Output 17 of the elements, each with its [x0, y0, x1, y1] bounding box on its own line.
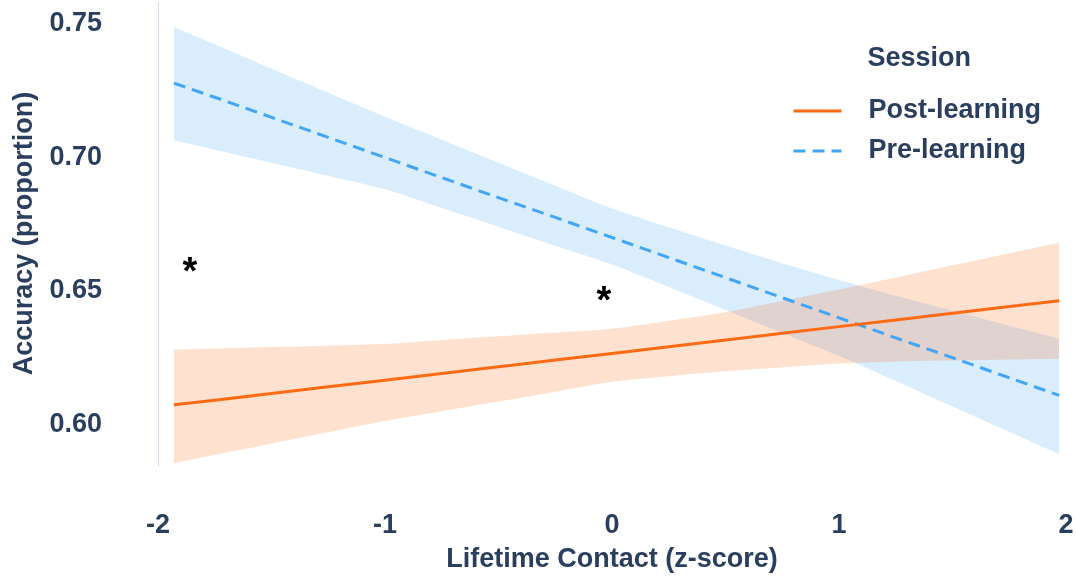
x-tick-label: -1 — [372, 508, 398, 539]
line-series — [172, 81, 1061, 397]
y-tick-label: 0.60 — [49, 408, 102, 439]
y-tick-label: 0.75 — [49, 6, 102, 37]
annotation: * — [182, 250, 198, 293]
x-axis-title: Lifetime Contact (z-score) — [446, 543, 778, 574]
y-axis-title: Accuracy (proportion) — [7, 91, 38, 376]
x-tick-label: 1 — [831, 508, 847, 539]
x-tick-label: -2 — [145, 508, 171, 539]
x-tick-label: 0 — [604, 508, 620, 539]
x-tick-label: 2 — [1058, 508, 1074, 539]
legend-label: Pre-learning — [868, 134, 1027, 165]
annotation: * — [596, 278, 612, 321]
legend-label: Post-learning — [868, 94, 1042, 125]
legend-title: Session — [867, 42, 972, 73]
y-tick-label: 0.70 — [49, 140, 102, 171]
y-tick-label: 0.65 — [49, 274, 102, 305]
